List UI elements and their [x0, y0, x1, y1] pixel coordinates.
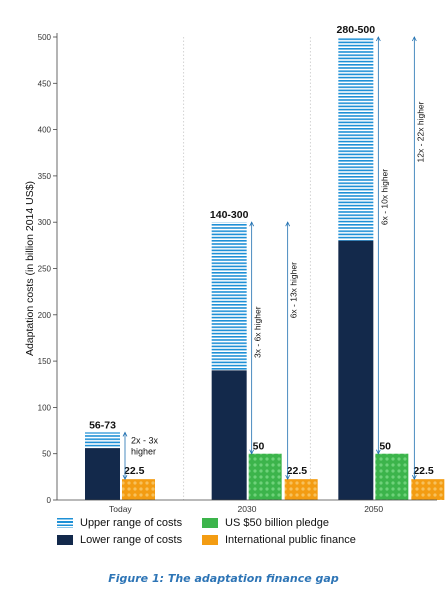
legend-item-intl: International public finance: [202, 532, 356, 547]
arrow-2030-pledge-head-top: [249, 221, 255, 227]
y-tick-label: 350: [38, 172, 52, 181]
bar-lower-range-today: [85, 448, 120, 500]
annotation-today-line1: 2x - 3x: [131, 435, 159, 445]
arrow-today-head-bottom: [122, 474, 128, 481]
y-axis-title: Adaptation costs (in billion 2014 US$): [24, 181, 36, 356]
bar-intl-2050: [411, 479, 445, 500]
legend-swatch-pledge: [202, 517, 218, 528]
bar-lower-range-2030: [211, 370, 247, 500]
range-label-2050: 280-500: [337, 24, 376, 36]
legend-item-upper: Upper range of costs: [57, 515, 182, 530]
legend-swatch-upper: [57, 517, 73, 528]
figure-caption: Figure 1: The adaptation finance gap: [108, 572, 339, 585]
range-label-2030: 140-300: [210, 209, 249, 221]
x-tick-label: Today: [109, 504, 132, 514]
y-tick-label: 200: [38, 311, 52, 320]
bar-lower-range-2050: [338, 240, 374, 500]
intl-label-2030: 22.5: [287, 465, 308, 477]
bar-upper-range-2050: [338, 37, 374, 241]
annotation-2050-pledge: 6x - 10x higher: [379, 169, 389, 225]
arrow-2030-intl-head-bottom: [285, 474, 291, 481]
legend: Upper range of costs US $50 billion pled…: [57, 515, 437, 549]
y-tick-label: 400: [38, 126, 52, 135]
bar-pledge-2050: [375, 453, 409, 500]
x-tick-label: 2050: [364, 504, 383, 514]
annotation-2050-intl: 12x - 22x higher: [415, 101, 425, 162]
annotation-today-line2: higher: [131, 446, 156, 456]
y-tick-label: 50: [42, 450, 51, 459]
arrow-2050-intl-head-bottom: [411, 474, 417, 481]
legend-swatch-lower: [57, 534, 73, 545]
arrow-2050-intl-head-top: [411, 36, 417, 42]
legend-item-pledge: US $50 billion pledge: [202, 515, 329, 530]
arrow-2050-pledge-head-top: [375, 36, 381, 42]
legend-label-pledge: US $50 billion pledge: [225, 516, 329, 529]
y-tick-label: 100: [38, 403, 52, 412]
intl-label-today: 22.5: [124, 465, 145, 477]
chart: 56-73 22.5 140-300 50 22.5 280-500 50 22.5 2x - …: [24, 24, 445, 514]
arrow-today-head-top: [122, 431, 128, 437]
legend-label-intl: International public finance: [225, 533, 356, 546]
legend-swatch-intl: [202, 534, 218, 545]
x-tick-label: 2030: [238, 504, 257, 514]
pledge-label-2030: 50: [253, 441, 265, 453]
legend-item-lower: Lower range of costs: [57, 532, 182, 547]
y-tick-label: 0: [47, 496, 52, 505]
intl-label-2050: 22.5: [413, 465, 434, 477]
pledge-label-2050: 50: [379, 441, 391, 453]
arrow-2050-pledge-head-bottom: [375, 449, 381, 455]
bar-intl-today: [122, 479, 155, 500]
bar-upper-range-2030: [211, 222, 247, 371]
bar-upper-range-today: [85, 432, 120, 449]
arrow-2030-intl-head-top: [285, 221, 291, 227]
y-tick-label: 450: [38, 79, 52, 88]
legend-label-lower: Lower range of costs: [80, 533, 183, 546]
annotation-2030-intl: 6x - 13x higher: [289, 262, 299, 318]
legend-label-upper: Upper range of costs: [80, 516, 183, 529]
y-tick-label: 250: [38, 265, 52, 274]
range-label-today: 56-73: [89, 419, 116, 431]
bar-pledge-2030: [248, 453, 282, 500]
arrow-2030-pledge-head-bottom: [249, 449, 255, 455]
y-tick-label: 300: [38, 218, 52, 227]
y-tick-label: 150: [38, 357, 52, 366]
y-tick-label: 500: [38, 33, 52, 42]
bar-intl-2030: [284, 479, 318, 500]
annotation-2030-pledge: 3x - 6x higher: [253, 306, 263, 358]
